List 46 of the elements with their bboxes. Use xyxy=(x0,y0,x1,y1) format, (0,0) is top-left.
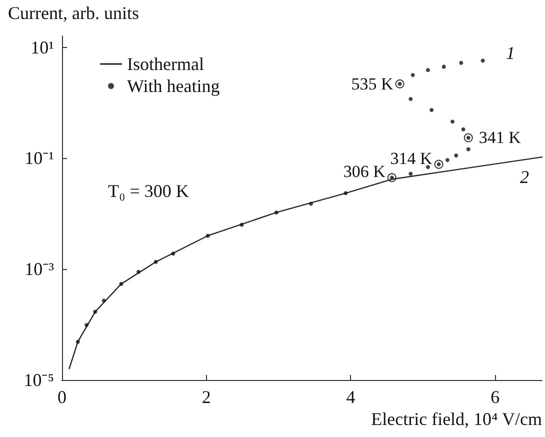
legend-label: Isothermal xyxy=(127,54,204,74)
x-tick-label: 0 xyxy=(58,387,66,407)
point xyxy=(76,340,80,344)
point xyxy=(344,191,348,196)
point xyxy=(274,210,278,214)
point xyxy=(410,73,415,78)
y-tick-label: 10¹ xyxy=(30,37,54,58)
point xyxy=(84,323,89,328)
point xyxy=(171,252,176,256)
legend-label: With heating xyxy=(127,76,220,96)
point xyxy=(442,64,446,69)
point xyxy=(154,260,158,264)
point xyxy=(102,298,106,303)
y-tick-label: 10⁻¹ xyxy=(24,148,54,168)
x-axis-title: Electric field, 10⁴ V/cm xyxy=(371,409,542,429)
point xyxy=(480,58,485,63)
point xyxy=(408,172,413,176)
annotation: 2 xyxy=(520,167,529,187)
point xyxy=(93,310,98,314)
x-tick-label: 6 xyxy=(490,387,500,407)
point xyxy=(309,202,314,206)
point xyxy=(430,108,434,112)
annotation: 1 xyxy=(506,43,515,63)
y-tick-label: 10⁻⁵ xyxy=(24,370,54,390)
point xyxy=(408,96,413,101)
point xyxy=(240,222,244,227)
point xyxy=(450,120,454,124)
x-tick-label: 4 xyxy=(346,387,356,407)
point xyxy=(466,147,470,152)
point xyxy=(426,68,430,72)
point xyxy=(454,153,458,158)
y-axis-title: Current, arb. units xyxy=(8,3,139,23)
x-tick-label: 2 xyxy=(202,387,211,407)
annotation: 535 K xyxy=(351,74,394,94)
annotation: 306 K xyxy=(343,162,386,182)
annotation: 341 K xyxy=(478,128,522,148)
point xyxy=(461,127,466,132)
annotation: 314 K xyxy=(390,148,433,168)
point xyxy=(136,270,141,274)
point xyxy=(426,165,430,170)
point xyxy=(119,282,124,286)
point xyxy=(459,60,464,65)
y-tick-label: 10⁻³ xyxy=(24,259,55,280)
point xyxy=(445,158,450,162)
annotation: T₀ = 300 K xyxy=(108,181,189,201)
point xyxy=(206,234,210,238)
